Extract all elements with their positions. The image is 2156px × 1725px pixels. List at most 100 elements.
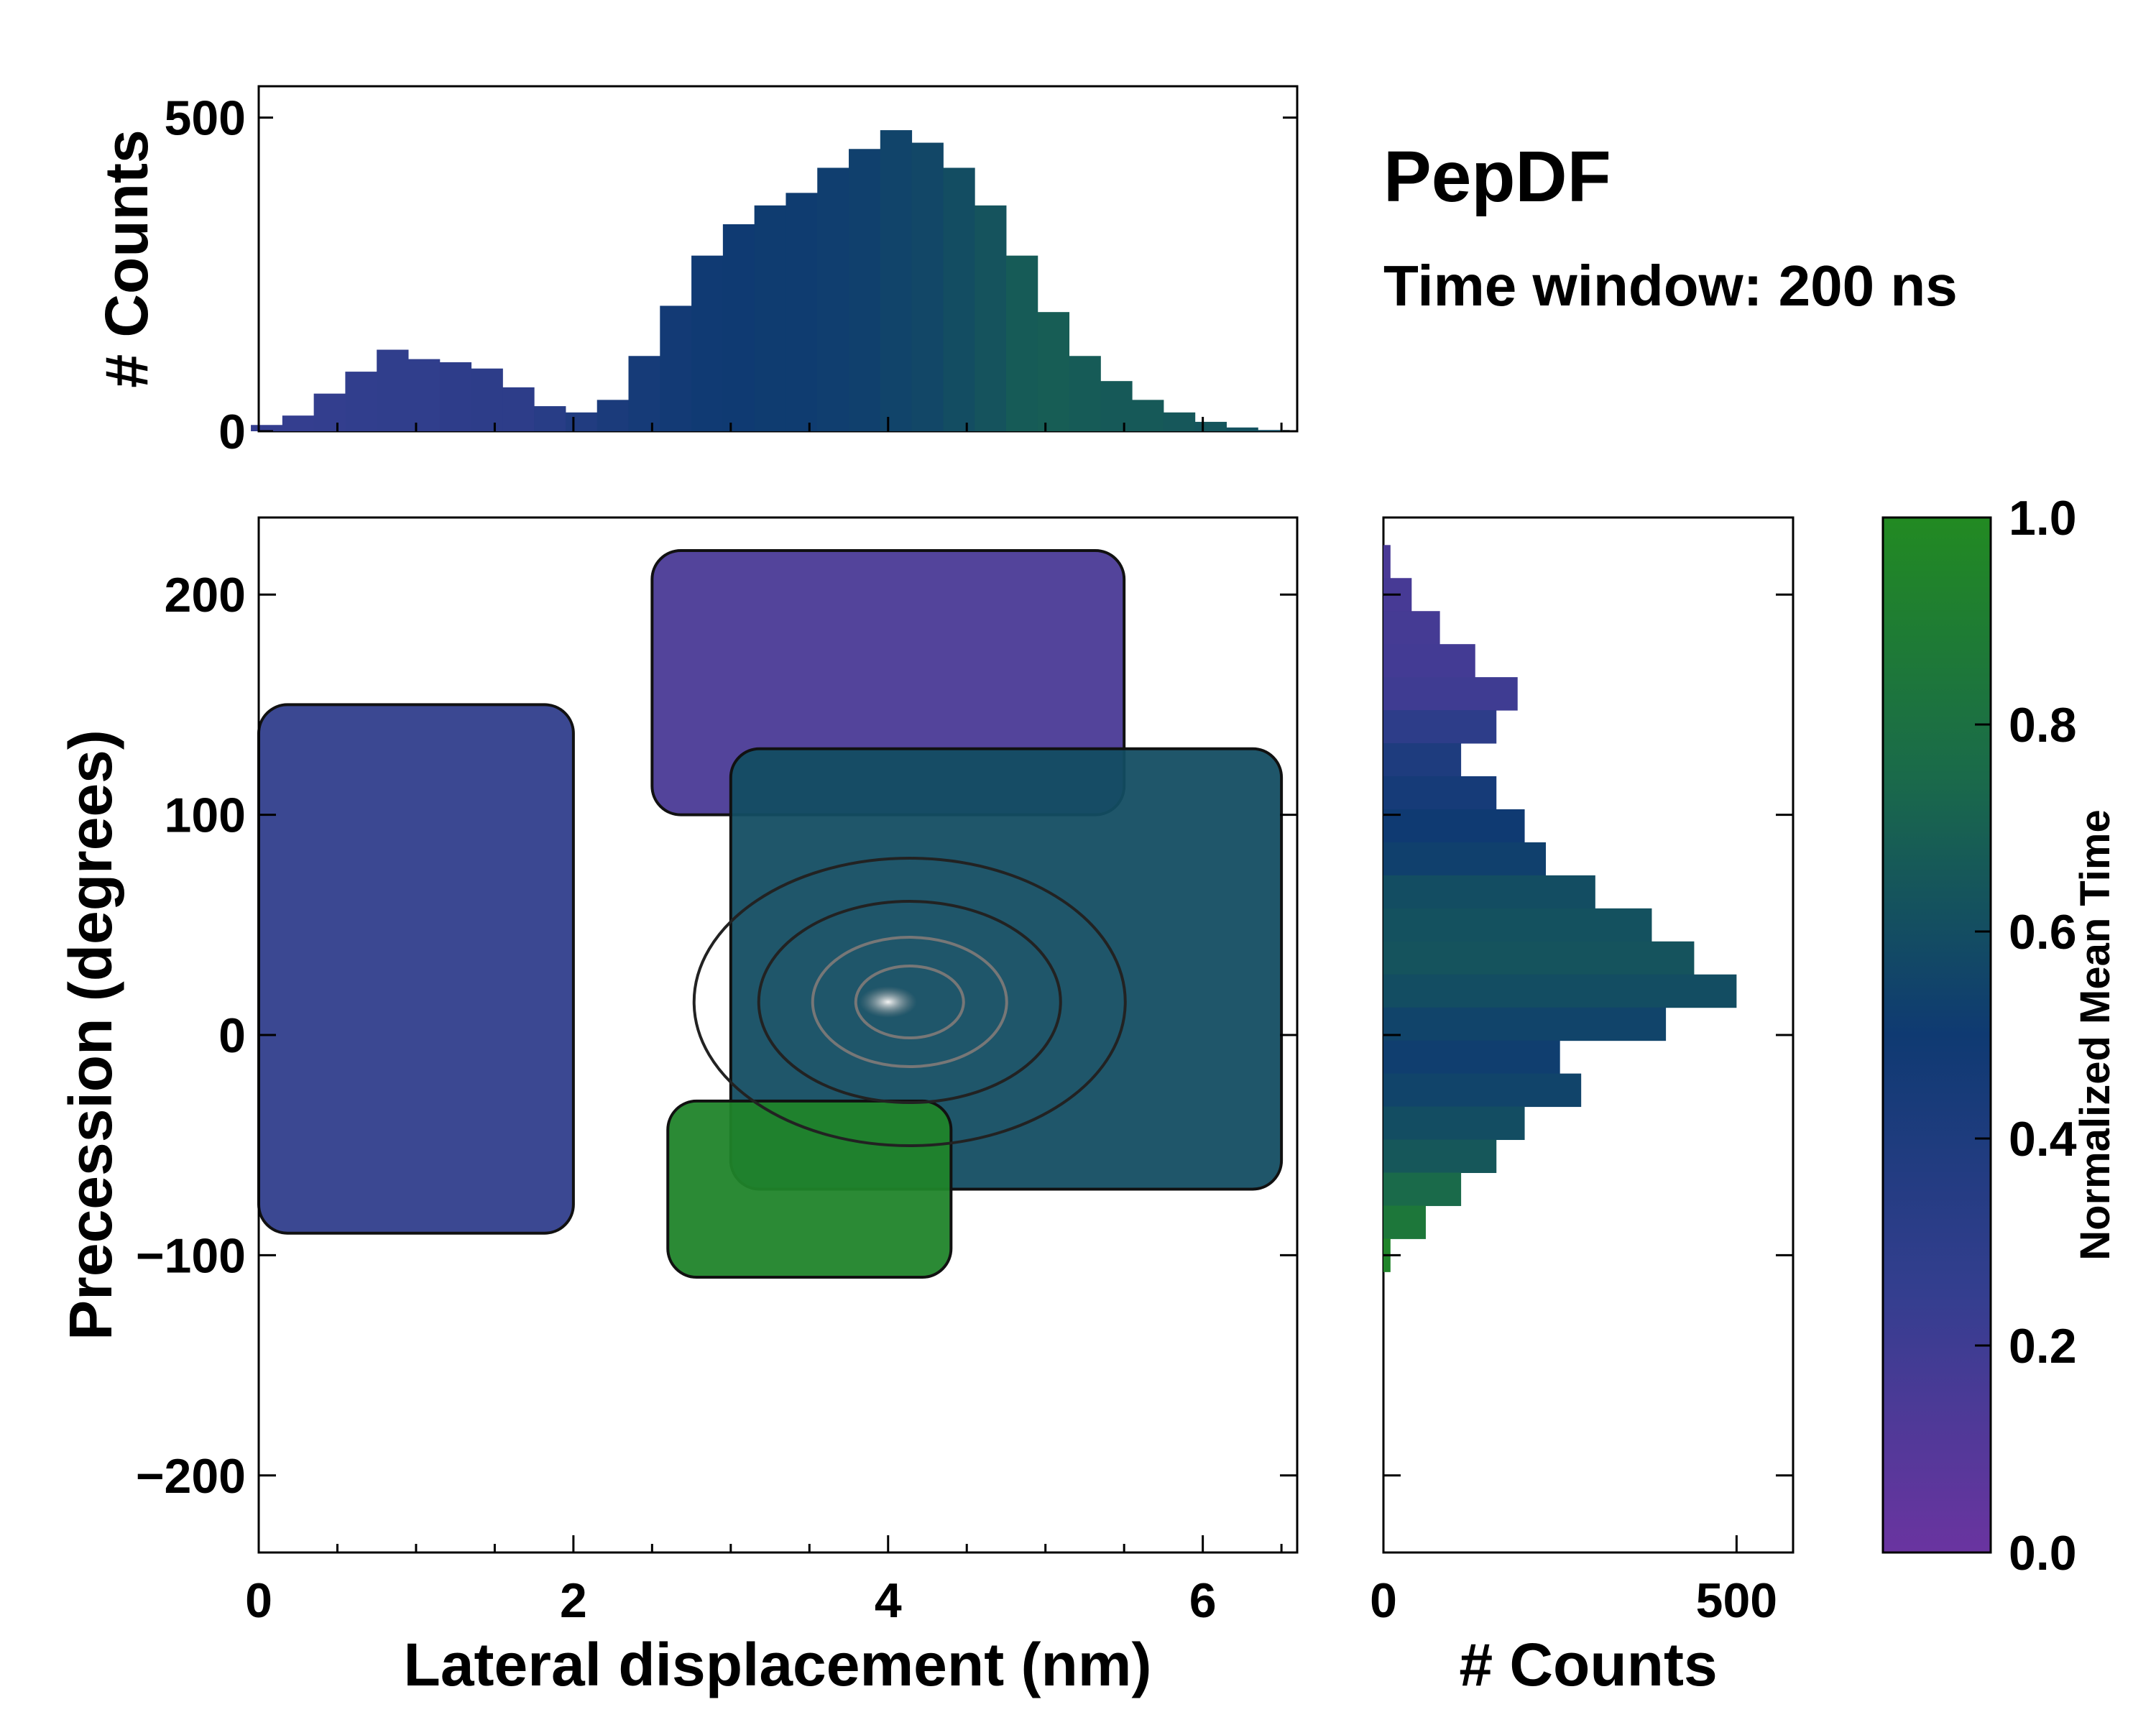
top-hist-bar [502,387,535,431]
top-hist-bar [439,362,472,431]
right-hist-ticks: 0 500 [1370,593,1793,1628]
right-hist-bar [1383,1040,1560,1075]
figure-title: PepDF [1383,137,1611,217]
top-hist-bar [880,130,913,431]
figure-subtitle: Time window: 200 ns [1383,254,1958,318]
right-histogram: 0 500 # Counts [1370,516,1795,1698]
density-contour [757,900,1062,1105]
right-hist-bar [1383,677,1518,711]
main-ytick-label: 100 [165,788,246,843]
top-hist-bar [534,406,566,431]
top-hist-bar [1163,412,1196,431]
right-hist-bar [1383,611,1440,645]
top-hist-bar [565,412,598,431]
colorbar-label: Normalized Mean Time [2072,809,2119,1260]
colorbar-tick-label: 0.4 [2009,1112,2077,1167]
right-hist-xtick-label: 500 [1696,1573,1777,1628]
main-ytick-label: 200 [165,568,246,622]
right-hist-bar [1383,875,1595,909]
right-hist-bar [1383,776,1497,810]
right-hist-bar [1383,1139,1497,1173]
density-contour [854,965,965,1040]
top-hist-ytick-label: 0 [218,405,246,459]
top-hist-bar [282,415,315,431]
top-hist-bar [1037,312,1070,431]
main-xlabel: Lateral displacement (nm) [404,1631,1152,1698]
top-hist-bar [849,149,881,432]
main-ytick-label: −200 [136,1449,246,1504]
right-hist-bar [1383,842,1547,876]
top-hist-bar [1226,427,1258,431]
right-hist-xlabel: # Counts [1459,1631,1717,1698]
colorbar-tick-label: 0.6 [2009,905,2077,960]
colorbar-ticks: 0.0 0.2 0.4 0.6 0.8 1.0 [1975,491,2077,1581]
top-hist-bar [313,393,346,431]
right-hist-bar [1383,974,1737,1008]
top-hist-bar [911,142,944,431]
main-heatmap: 0 2 4 6 −200 −100 0 100 200 Lateral displacement… [57,516,1299,1698]
right-hist-bar [1383,1172,1462,1206]
top-hist-bar [1258,430,1290,431]
top-hist-bar [628,356,660,431]
colorbar: 0.0 0.2 0.4 0.6 0.8 1.0 Normalized Mean Time [1881,491,2119,1581]
density-contour [811,936,1008,1069]
top-hist-bar [1005,255,1038,431]
top-hist-bar [345,372,377,431]
top-hist-bar [975,205,1007,431]
right-hist-bars [1383,545,1737,1272]
top-hist-bar [1100,381,1133,431]
top-hist-ticks: 0 500 [165,91,1297,459]
main-xtick-label: 0 [245,1573,272,1628]
top-hist-bar [377,349,409,431]
right-hist-bar [1383,1007,1667,1041]
top-hist-bar [722,224,755,431]
right-hist-bar [1383,941,1695,975]
top-hist-bar [754,205,786,431]
top-hist-ytick-label: 500 [165,91,246,146]
heatmap-region [729,747,1284,1191]
main-ytick-label: 0 [218,1008,246,1063]
heatmap-region [257,703,575,1235]
colorbar-tick-label: 1.0 [2009,491,2077,546]
main-xtick-label: 4 [875,1573,902,1628]
heatmap-region [666,1099,953,1279]
heatmap-regions [257,548,1284,1279]
top-hist-bar [660,305,692,431]
top-hist-bar [596,400,630,431]
right-hist-bar [1383,809,1525,843]
colorbar-tick-label: 0.2 [2009,1319,2077,1374]
top-hist-bar [251,425,283,431]
right-hist-bar [1383,1205,1426,1239]
top-hist-bar [691,255,724,431]
top-hist-bar [407,359,441,431]
main-xtick-label: 2 [560,1573,587,1628]
right-hist-bar [1383,908,1652,942]
top-hist-bar [943,167,975,432]
right-hist-xtick-label: 0 [1370,1573,1397,1628]
right-hist-bar [1383,644,1475,678]
main-heatmap-ticks: 0 2 4 6 −200 −100 0 100 200 [136,568,1297,1628]
right-hist-bar [1383,743,1462,777]
top-hist-bar [1069,356,1101,431]
top-hist-bar [817,167,849,432]
top-hist-bar [786,193,818,431]
top-hist-bar [471,368,503,431]
main-xtick-label: 6 [1189,1573,1217,1628]
density-contour [692,857,1127,1148]
colorbar-tick-label: 0.8 [2009,698,2077,753]
right-hist-bar [1383,1073,1582,1108]
right-hist-bar [1383,545,1391,579]
density-peak [859,986,917,1018]
main-ylabel: Precession (degrees) [57,730,124,1340]
colorbar-tick-label: 0.0 [2009,1526,2077,1581]
top-hist-ylabel: # Counts [93,129,160,387]
top-hist-bar [1194,421,1227,431]
right-hist-bar [1383,1106,1525,1141]
right-hist-bar [1383,710,1497,744]
colorbar-gradient [1881,516,1992,1554]
top-histogram: 0 500 # Counts [93,85,1299,459]
top-hist-bar [1132,400,1164,431]
main-ytick-label: −100 [136,1228,246,1283]
top-hist-bars [251,130,1290,432]
